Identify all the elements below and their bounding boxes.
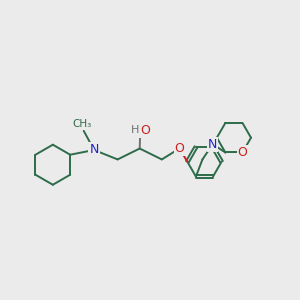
- Text: N: N: [208, 138, 218, 151]
- Text: N: N: [89, 143, 99, 157]
- Text: CH₃: CH₃: [73, 119, 92, 129]
- Text: H: H: [131, 125, 140, 135]
- Text: O: O: [175, 142, 184, 155]
- Text: O: O: [238, 146, 248, 159]
- Text: O: O: [140, 124, 150, 137]
